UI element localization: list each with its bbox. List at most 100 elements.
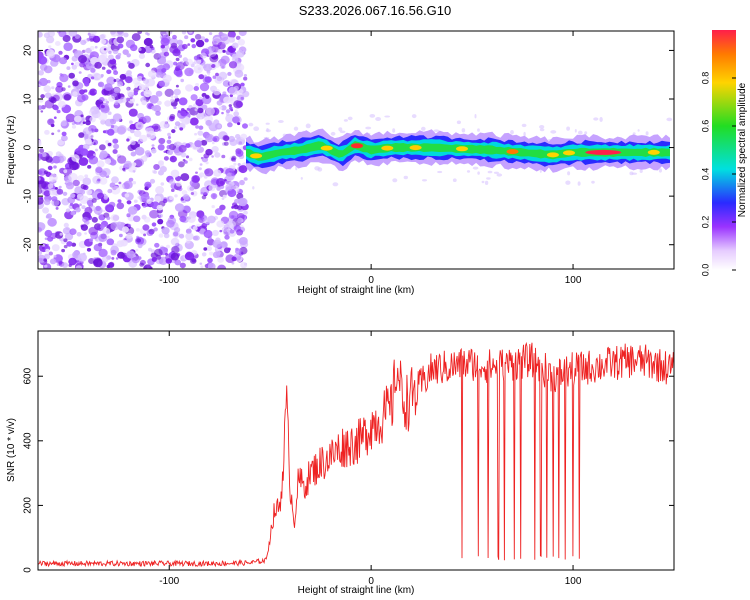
- noise-speckle: [77, 94, 86, 103]
- faint-speckle: [510, 130, 514, 135]
- noise-speckle: [207, 73, 210, 76]
- noise-speckle: [110, 249, 117, 256]
- noise-speckle: [198, 125, 204, 130]
- noise-speckle: [130, 129, 135, 134]
- noise-speckle: [226, 220, 237, 230]
- noise-speckle: [160, 44, 165, 49]
- noise-speckle: [137, 124, 142, 128]
- noise-speckle: [81, 205, 86, 210]
- noise-speckle: [86, 247, 92, 252]
- faint-speckle: [639, 169, 643, 174]
- noise-speckle: [114, 101, 119, 106]
- noise-speckle: [43, 170, 49, 175]
- signal-hotspot: [506, 149, 519, 155]
- noise-speckle: [72, 179, 80, 187]
- noise-speckle: [111, 176, 119, 184]
- noise-speckle: [175, 57, 180, 62]
- faint-speckle: [637, 129, 640, 132]
- noise-speckle: [53, 116, 57, 119]
- noise-speckle: [44, 264, 48, 268]
- noise-speckle: [78, 157, 89, 166]
- noise-speckle: [63, 244, 68, 249]
- noise-speckle: [108, 95, 115, 102]
- noise-speckle: [95, 166, 103, 174]
- noise-speckle: [180, 78, 184, 83]
- noise-speckle: [108, 54, 114, 60]
- noise-speckle: [175, 70, 183, 78]
- noise-speckle: [211, 205, 215, 209]
- noise-speckle: [200, 139, 208, 146]
- noise-speckle: [136, 238, 142, 243]
- noise-speckle: [127, 89, 134, 97]
- noise-speckle: [113, 143, 120, 150]
- noise-speckle: [208, 251, 214, 256]
- noise-speckle: [49, 258, 57, 265]
- noise-speckle: [133, 91, 139, 96]
- faint-speckle: [472, 166, 479, 170]
- noise-speckle: [223, 228, 231, 236]
- signal-hotspot: [456, 146, 468, 152]
- noise-speckle: [78, 132, 85, 138]
- noise-speckle: [174, 227, 181, 233]
- noise-speckle: [215, 72, 219, 77]
- noise-speckle: [185, 143, 191, 149]
- noise-speckle: [72, 91, 78, 97]
- faint-speckle: [314, 166, 320, 171]
- noise-speckle: [126, 200, 132, 205]
- noise-speckle: [235, 35, 241, 41]
- noise-speckle: [80, 224, 84, 228]
- noise-speckle: [86, 189, 93, 195]
- noise-speckle: [149, 178, 156, 184]
- noise-speckle: [89, 116, 96, 123]
- noise-speckle: [133, 199, 138, 203]
- noise-speckle: [225, 254, 235, 263]
- noise-speckle: [178, 144, 187, 153]
- noise-speckle: [99, 144, 106, 151]
- faint-speckle: [265, 122, 270, 125]
- noise-speckle: [151, 222, 157, 227]
- noise-speckle: [117, 43, 124, 49]
- noise-speckle: [61, 248, 65, 253]
- noise-speckle: [185, 228, 192, 234]
- noise-speckle: [220, 64, 226, 69]
- noise-speckle: [170, 98, 175, 103]
- noise-speckle: [47, 236, 54, 242]
- noise-speckle: [128, 108, 138, 117]
- noise-speckle: [151, 148, 157, 154]
- noise-speckle: [162, 74, 172, 83]
- noise-speckle: [106, 216, 111, 221]
- noise-speckle: [131, 33, 141, 42]
- noise-speckle: [239, 246, 248, 255]
- noise-speckle: [110, 185, 121, 195]
- colorbar: 0.0 0.2 0.4 0.6 0.8 Normalized spectral ampl…: [700, 30, 748, 276]
- noise-speckle: [89, 38, 94, 42]
- noise-speckle: [79, 195, 89, 204]
- noise-speckle: [179, 127, 184, 131]
- noise-speckle: [106, 69, 112, 75]
- noise-speckle: [229, 229, 235, 234]
- noise-speckle: [222, 194, 227, 199]
- noise-speckle: [187, 215, 196, 223]
- noise-speckle: [56, 188, 64, 195]
- noise-speckle: [47, 217, 57, 227]
- noise-speckle: [143, 233, 147, 237]
- noise-speckle: [221, 33, 225, 37]
- noise-speckle: [79, 61, 86, 68]
- noise-speckle: [237, 163, 241, 166]
- noise-speckle: [112, 149, 118, 154]
- noise-speckle: [193, 86, 199, 91]
- noise-speckle: [191, 175, 200, 183]
- noise-speckle: [194, 33, 202, 40]
- noise-speckle: [117, 31, 123, 35]
- noise-speckle: [46, 49, 55, 57]
- noise-speckle: [242, 123, 248, 129]
- noise-speckle: [213, 40, 217, 44]
- noise-speckle: [77, 253, 88, 262]
- noise-speckle: [46, 213, 52, 219]
- noise-speckle: [67, 85, 71, 88]
- noise-speckle: [149, 44, 154, 49]
- noise-speckle: [213, 88, 221, 96]
- noise-speckle: [120, 96, 127, 103]
- noise-speckle: [71, 242, 77, 247]
- faint-speckle: [248, 122, 254, 127]
